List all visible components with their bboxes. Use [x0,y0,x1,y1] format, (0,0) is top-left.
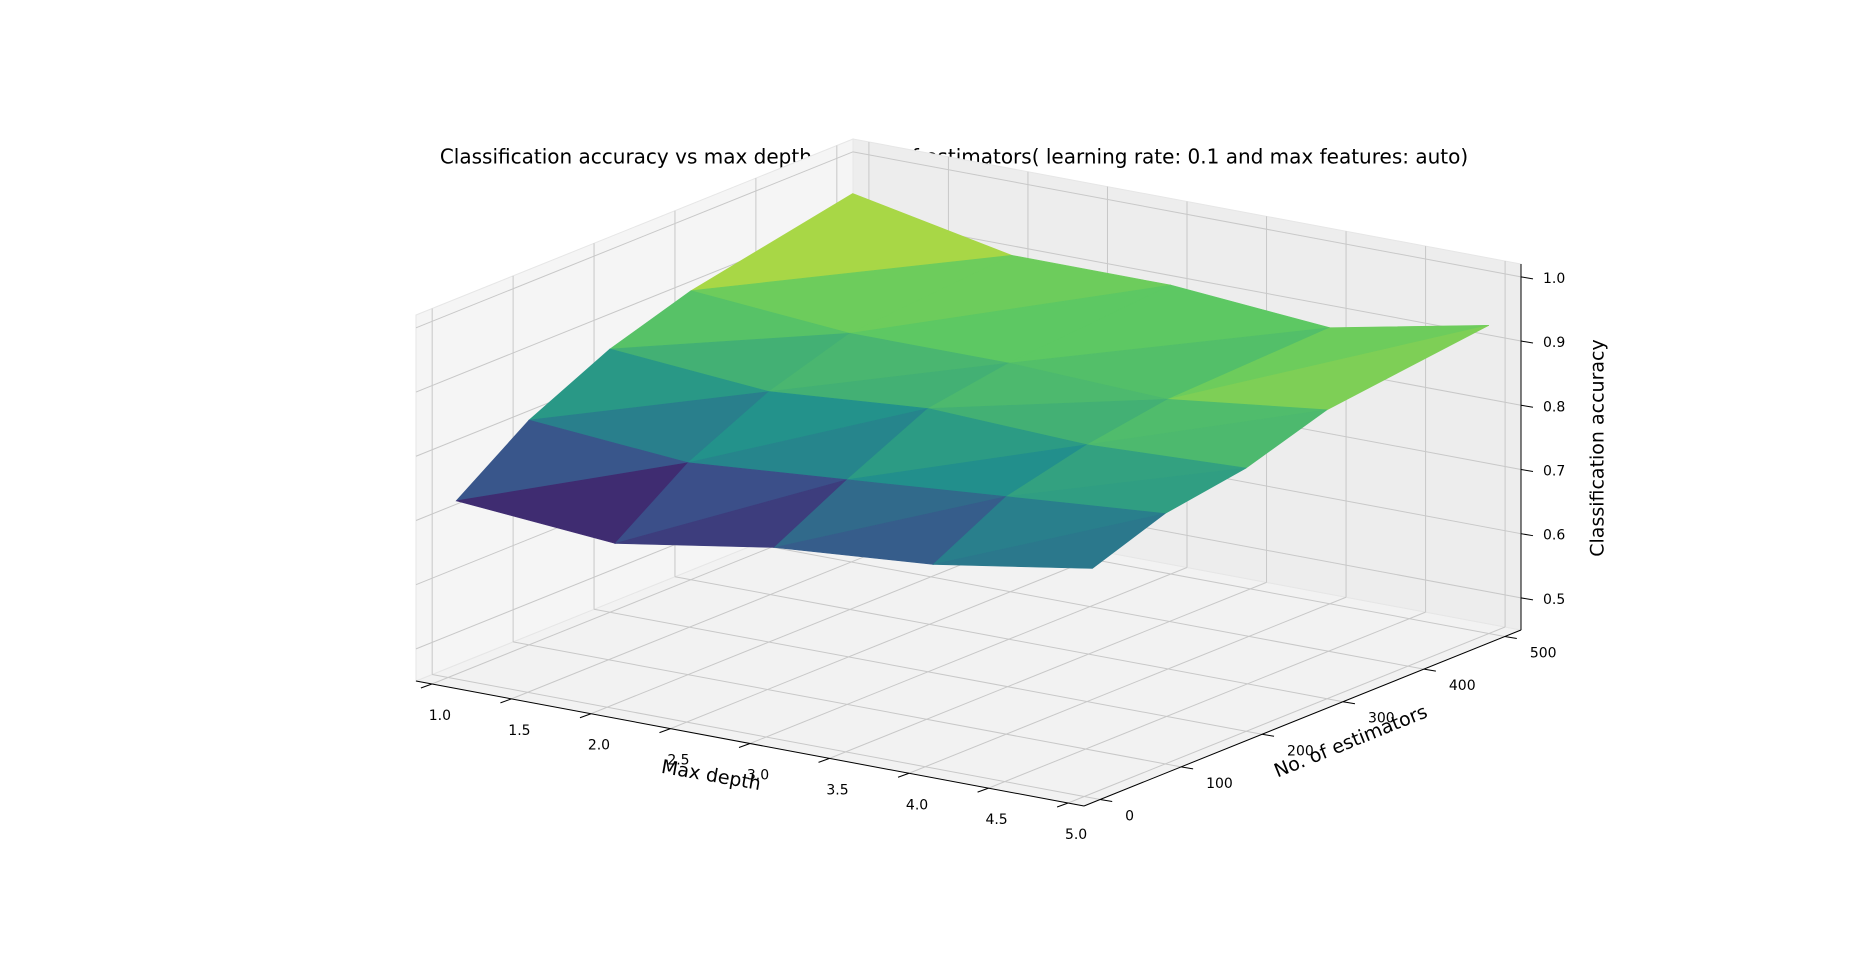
x-tick [500,698,512,704]
y-tick-label: 400 [1449,678,1476,694]
x-axis-line [415,680,1085,807]
x-tick-label: 4.0 [906,797,928,813]
x-tick [579,713,592,719]
x-tick-label: 4.5 [985,812,1007,828]
y-tick [1261,733,1275,737]
grid-line [432,673,1101,800]
x-tick-label: 2.0 [588,738,610,754]
z-tick [1520,404,1534,408]
y-tick-label: 100 [1206,776,1233,792]
y-tick [1100,798,1113,802]
x-tick [897,772,910,778]
z-tick-label: 0.9 [1543,335,1565,351]
y-tick [1181,766,1194,770]
z-tick [1520,276,1534,280]
y-tick [1423,668,1436,672]
y-tick-label: 0 [1125,808,1134,824]
grid-line [852,151,1522,278]
y-tick-label: 200 [1287,743,1314,759]
x-tick [818,757,830,763]
grid-line [593,608,1263,735]
z-tick-label: 0.6 [1543,528,1565,544]
x-tick [738,743,751,748]
x-tick-label: 3.5 [826,782,848,798]
grid-line [415,151,854,329]
x-tick-label: 1.0 [429,708,451,724]
z-tick [1520,533,1534,537]
z-tick [1520,597,1534,601]
x-tick [977,787,989,793]
grid-line [755,543,1424,670]
grid-line [988,611,1426,789]
z-tick [1520,468,1534,472]
grid-line [749,567,1188,744]
grid-line [674,576,1344,703]
y-tick [1504,636,1517,640]
grid-line [1067,626,1506,804]
grid-line [908,596,1347,774]
x-tick [659,728,671,734]
grid-line [829,581,1267,759]
x-tick-label: 5.0 [1065,827,1087,843]
x-tick-label: 3.0 [747,768,769,784]
x-tick-label: 1.5 [508,723,530,739]
z-axis-label: Classification accuracy [1587,339,1609,556]
y-axis-line [1083,629,1522,807]
grid-line [590,537,1029,715]
x-tick [420,683,433,689]
z-tick-label: 0.8 [1543,399,1565,415]
x-tick [1056,802,1069,808]
y-tick-label: 500 [1530,646,1557,662]
z-tick-label: 0.5 [1543,592,1565,608]
z-tick [1520,340,1534,344]
grid-line [513,641,1182,768]
surface-facet [933,513,1166,569]
z-tick-label: 1.0 [1543,271,1565,287]
x-axis-label: Max depth [660,756,763,795]
y-tick [1342,701,1356,705]
x-tick-label: 2.5 [667,753,689,769]
y-tick-label: 300 [1368,711,1395,727]
grid-line [670,552,1108,730]
z-tick-label: 0.7 [1543,463,1565,479]
